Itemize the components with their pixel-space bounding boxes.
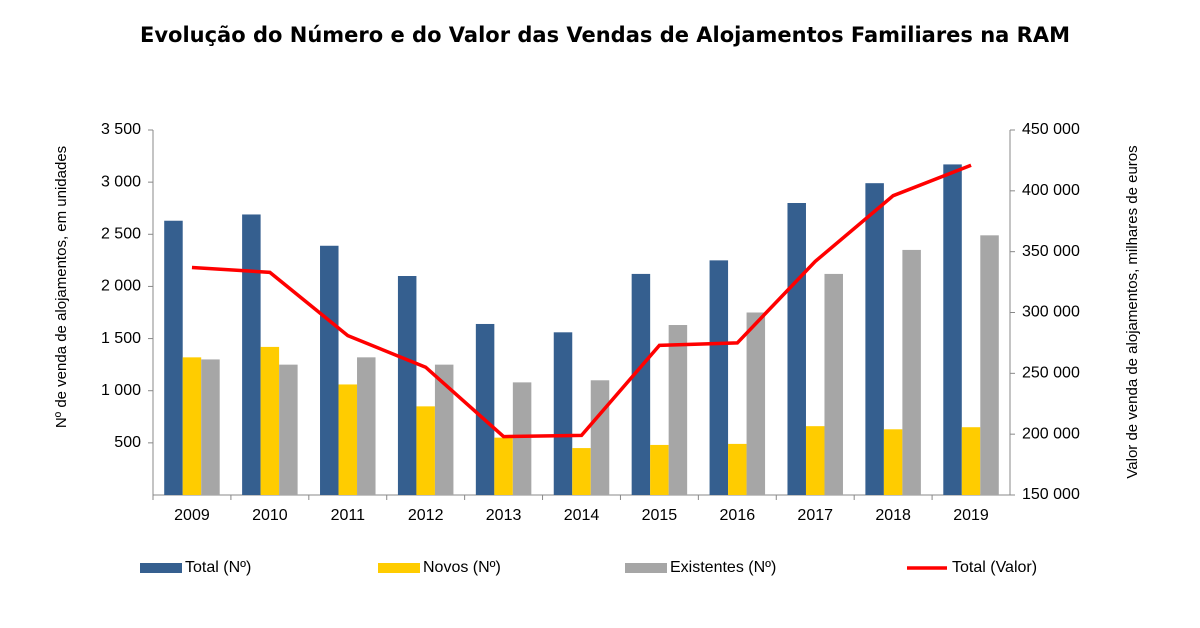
bar xyxy=(320,245,339,495)
bar xyxy=(709,260,729,495)
x-tick-label: 2018 xyxy=(875,507,911,524)
x-tick-label: 2014 xyxy=(564,507,600,524)
bar xyxy=(590,380,610,495)
y-tick-label: 2 000 xyxy=(101,278,141,295)
bar xyxy=(397,276,417,495)
legend-label: Total (Valor) xyxy=(952,559,1037,576)
bar xyxy=(279,364,298,495)
bar xyxy=(943,164,962,495)
bar xyxy=(416,406,435,495)
x-tick-label: 2015 xyxy=(642,507,678,524)
x-tick-label: 2013 xyxy=(486,507,522,524)
bar xyxy=(242,214,261,495)
bar xyxy=(961,427,981,495)
y2-tick-label: 400 000 xyxy=(1022,182,1080,199)
bar xyxy=(787,203,806,495)
x-tick-label: 2017 xyxy=(797,507,833,524)
bar xyxy=(650,444,669,495)
x-tick-label: 2012 xyxy=(408,507,444,524)
bar xyxy=(260,346,280,495)
bar xyxy=(980,235,999,496)
bar xyxy=(494,437,513,495)
bar xyxy=(728,443,747,495)
bar xyxy=(182,357,202,495)
legend-label: Existentes (Nº) xyxy=(670,559,776,576)
bar xyxy=(338,384,358,495)
y-tick-label: 3 000 xyxy=(101,173,141,190)
y2-tick-label: 250 000 xyxy=(1022,365,1080,382)
legend-swatch xyxy=(378,563,420,573)
y-tick-label: 3 500 xyxy=(101,121,141,138)
y2-tick-label: 300 000 xyxy=(1022,304,1080,321)
legend-swatch xyxy=(140,563,182,573)
x-tick-label: 2016 xyxy=(720,507,756,524)
legend-label: Total (Nº) xyxy=(185,559,251,576)
bar xyxy=(668,325,688,495)
bar xyxy=(824,273,843,495)
y2-axis-title: Valor de venda de alojamentos, milhares … xyxy=(1124,145,1141,478)
bar xyxy=(434,364,454,495)
bar xyxy=(572,448,591,495)
bar xyxy=(553,332,573,495)
x-tick-label: 2019 xyxy=(953,507,989,524)
x-tick-label: 2009 xyxy=(174,507,210,524)
y-tick-label: 500 xyxy=(114,434,141,451)
y-tick-label: 1 000 xyxy=(101,382,141,399)
y-tick-label: 2 500 xyxy=(101,226,141,243)
bar xyxy=(631,273,651,495)
line xyxy=(191,163,972,439)
x-tick-label: 2011 xyxy=(331,507,366,524)
bar xyxy=(746,312,766,495)
bar xyxy=(883,429,903,495)
x-tick-label: 2010 xyxy=(252,507,288,524)
y-tick-label: 1 500 xyxy=(101,330,141,347)
bar xyxy=(475,323,495,495)
y2-tick-label: 350 000 xyxy=(1022,243,1080,260)
legend-label: Novos (Nº) xyxy=(423,559,501,576)
y2-tick-label: 450 000 xyxy=(1022,121,1080,138)
bar xyxy=(512,382,532,495)
y2-tick-label: 150 000 xyxy=(1022,486,1080,503)
bar xyxy=(865,183,884,495)
chart-title: Evolução do Número e do Valor das Vendas… xyxy=(140,23,1070,47)
y2-tick-label: 200 000 xyxy=(1022,425,1080,442)
bar xyxy=(357,357,376,495)
bar xyxy=(164,220,183,495)
bar xyxy=(902,249,921,495)
bar xyxy=(201,359,220,495)
bar xyxy=(805,426,825,495)
legend-swatch xyxy=(625,563,667,573)
y-axis-title: Nº de venda de alojamentos, em unidades xyxy=(53,146,70,428)
